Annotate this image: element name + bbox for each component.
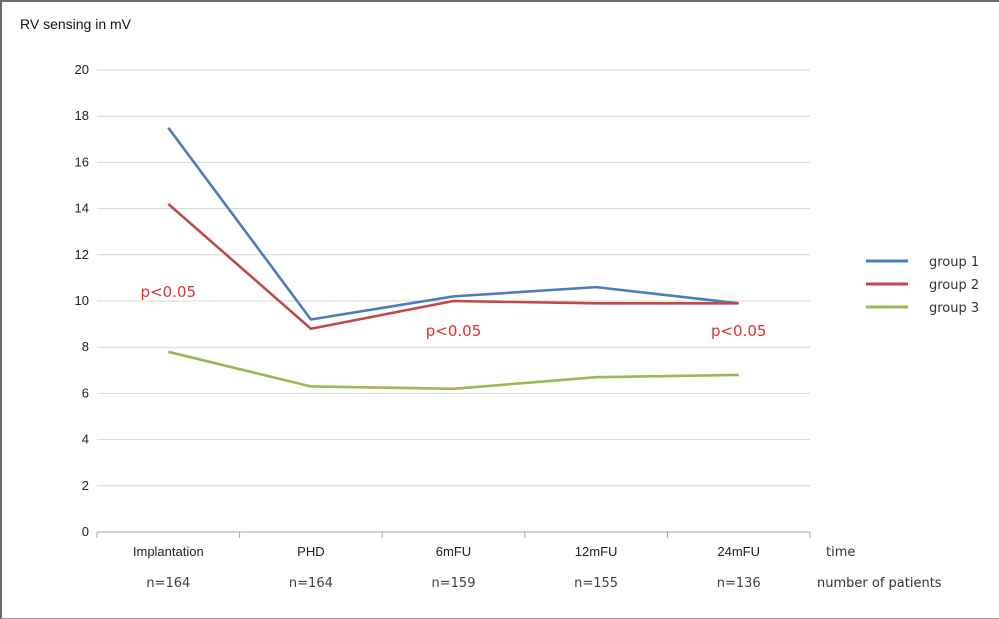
x-tick-label: PHD: [297, 544, 324, 559]
gridlines: [96, 69, 811, 538]
x-tick-label: 12mFU: [575, 544, 618, 559]
x-tick-label: 24mFU: [717, 544, 760, 559]
y-tick-label: 0: [82, 524, 89, 539]
y-tick-label: 10: [75, 293, 89, 308]
y-tick-label: 4: [82, 432, 89, 447]
y-tick-label: 8: [82, 339, 89, 354]
y-tick-label: 18: [75, 108, 89, 123]
y-tick-label: 2: [82, 478, 89, 493]
y-tick-labels: 0 2 4 6 8 10 12 14 16 18 20: [75, 62, 89, 539]
sample-size-label: n=164: [289, 576, 333, 591]
y-axis-label: RV sensing in mV: [20, 16, 132, 32]
x-axis-label: time: [826, 545, 855, 560]
sample-size-label: n=164: [146, 576, 190, 591]
sample-size-label: n=159: [432, 576, 476, 591]
legend: group 1 group 2 group 3: [866, 255, 979, 316]
y-tick-label: 6: [82, 385, 89, 400]
y-tick-label: 20: [75, 62, 89, 77]
x-tick-label: 6mFU: [436, 544, 471, 559]
y-tick-label: 14: [75, 201, 89, 216]
p-value-annotation: p<0.05: [711, 322, 767, 340]
legend-label: group 2: [929, 278, 979, 293]
sample-size-axis-label: number of patients: [817, 576, 942, 591]
x-category-labels: Implantation PHD 6mFU 12mFU 24mFU: [133, 544, 760, 559]
legend-label: group 3: [929, 301, 979, 316]
annotations: p<0.05 p<0.05 p<0.05: [141, 283, 767, 340]
x-tick-label: Implantation: [133, 544, 204, 559]
y-tick-label: 16: [75, 154, 89, 169]
sample-size-label: n=136: [717, 576, 761, 591]
series-lines: [167, 126, 739, 391]
sample-size-labels: n=164 n=164 n=159 n=155 n=136: [146, 576, 760, 591]
y-tick-label: 12: [75, 247, 89, 262]
series-line-group-1: [167, 126, 739, 321]
series-line-group-2: [167, 203, 739, 331]
sample-size-label: n=155: [574, 576, 618, 591]
p-value-annotation: p<0.05: [141, 283, 197, 301]
p-value-annotation: p<0.05: [426, 322, 482, 340]
series-line-group-3: [167, 350, 739, 391]
legend-label: group 1: [929, 255, 979, 270]
